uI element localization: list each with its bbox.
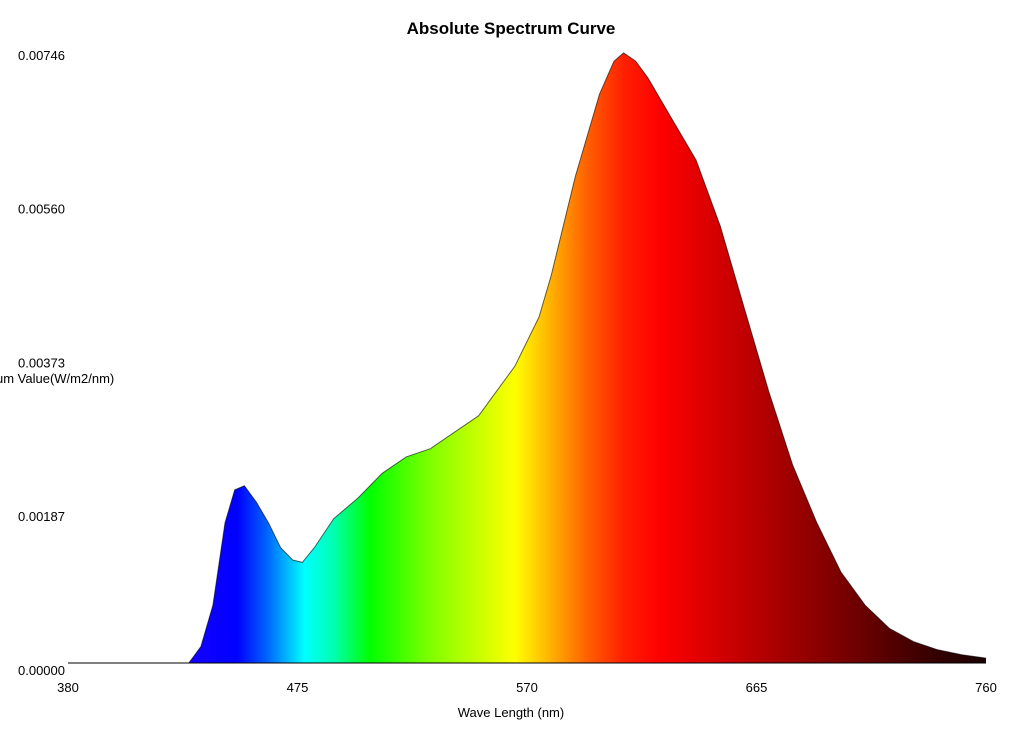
y-axis-ticks: 0.00000 0.00187 0.00373 0.00560 0.00746 bbox=[18, 48, 65, 678]
chart-title: Absolute Spectrum Curve bbox=[407, 19, 616, 38]
y-tick-label: 0.00746 bbox=[18, 48, 65, 63]
x-axis-title: Wave Length (nm) bbox=[458, 705, 564, 720]
spectrum-area-series-0 bbox=[68, 52, 986, 663]
x-tick-label: 665 bbox=[746, 680, 768, 695]
x-tick-label: 475 bbox=[287, 680, 309, 695]
x-tick-label: 380 bbox=[57, 680, 79, 695]
x-axis-ticks: 380 475 570 665 760 bbox=[57, 680, 997, 695]
y-tick-label: 0.00000 bbox=[18, 663, 65, 678]
plot-area bbox=[68, 52, 987, 664]
y-tick-label: 0.00373 bbox=[18, 356, 65, 371]
y-axis-title: um Value(W/m2/nm) bbox=[0, 371, 114, 386]
y-tick-label: 0.00560 bbox=[18, 201, 65, 216]
spectrum-curve-line-0 bbox=[68, 52, 987, 664]
x-tick-label: 760 bbox=[975, 680, 997, 695]
x-tick-label: 570 bbox=[516, 680, 538, 695]
y-tick-label: 0.00187 bbox=[18, 509, 65, 524]
